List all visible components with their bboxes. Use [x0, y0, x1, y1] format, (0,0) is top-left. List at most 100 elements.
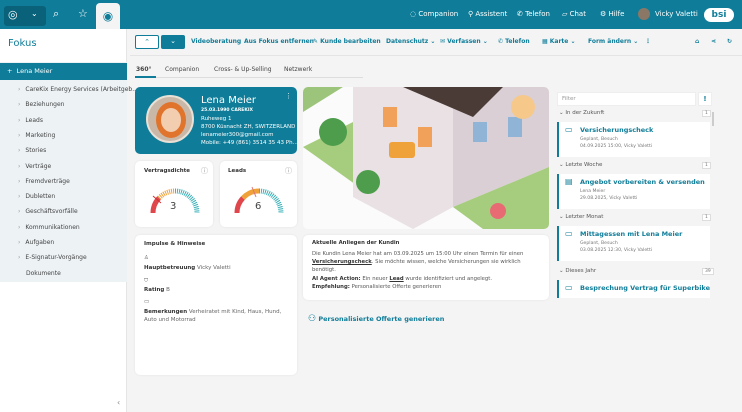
customer-email[interactable]: lenameier300@gmail.com	[201, 132, 274, 138]
sidebar-item[interactable]: › CareKix Energy Services (Arbeitgeb...	[18, 86, 138, 93]
user-name[interactable]: Vicky Valetti	[655, 10, 698, 18]
sidebar-item-label: Leads	[25, 116, 43, 124]
timeline-item-title[interactable]: Mittagessen mit Lena Meier	[580, 230, 683, 238]
info-icon[interactable]: ⓘ	[285, 167, 292, 175]
group-count-badge: 1	[702, 214, 711, 221]
chat-link[interactable]: ▱ Chat	[562, 10, 586, 18]
shield-icon: ⛉	[144, 278, 149, 284]
chevron-right-icon: ›	[18, 254, 21, 262]
tab-360[interactable]: 360°	[136, 66, 152, 73]
timeline-item-title[interactable]: Angebot vorbereiten & versenden	[580, 178, 705, 186]
sidebar-item-dokumente[interactable]: Dokumente	[26, 270, 61, 277]
info-icon[interactable]: ⓘ	[201, 167, 208, 175]
sidebar-item[interactable]: › Leads	[18, 117, 43, 124]
verfassen-dropdown[interactable]: ✉ Verfassen ⌄	[440, 38, 488, 45]
timeline-item[interactable]: ▭ Versicherungscheck Geplant, Besuch 04.0…	[557, 122, 710, 157]
timeline-item[interactable]: ▭ Besprechung Vertrag für Superbike	[557, 280, 710, 298]
collapse-sidebar-icon[interactable]: ‹	[117, 398, 121, 407]
customer-street: Ruheweg 1	[201, 116, 232, 122]
telefon-button[interactable]: ✆ Telefon	[498, 38, 530, 45]
sidebar-item[interactable]: › Marketing	[18, 132, 55, 139]
versicherungscheck-link[interactable]: Versicherungscheck	[312, 259, 372, 265]
previous-button[interactable]: ⌃	[135, 35, 159, 49]
empfehlung-value: Personalisierte Offerte generieren	[351, 284, 442, 290]
karte-label: Karte	[549, 38, 569, 45]
sidebar: Fokus + Lena Meier › CareKix Energy Servi…	[0, 29, 138, 412]
sidebar-item-lena-meier[interactable]: + Lena Meier	[0, 63, 127, 80]
impulse-title: Impulse & Hinweise	[144, 241, 206, 247]
timeline-item-subtitle: Geplant, Besuch	[580, 137, 618, 142]
customer-avatar	[146, 95, 194, 143]
tab-cross-up-selling[interactable]: Cross- & Up-Selling	[214, 66, 272, 73]
sidebar-tree: + Lena Meier › CareKix Energy Services (A…	[0, 62, 138, 282]
datenschutz-dropdown[interactable]: Datenschutz ⌄	[386, 38, 436, 45]
more-icon[interactable]: ⋮	[645, 38, 651, 45]
sidebar-item[interactable]: › Fremdverträge	[18, 178, 70, 185]
hilfe-link[interactable]: ⚙ Hilfe	[600, 10, 625, 18]
offerte-label: Personalisierte Offerte generieren	[318, 315, 445, 323]
hilfe-label: Hilfe	[608, 10, 625, 18]
tab-netzwerk[interactable]: Netzwerk	[284, 66, 313, 73]
filter-input[interactable]: Filter	[557, 92, 696, 106]
sidebar-item[interactable]: › Verträge	[18, 163, 51, 170]
chevron-right-icon: ›	[18, 162, 21, 170]
tab-companion[interactable]: Companion	[165, 66, 200, 73]
sidebar-item-label: CareKix Energy Services (Arbeitgeb...	[25, 86, 138, 93]
scrollbar[interactable]	[712, 112, 714, 126]
tag-icon[interactable]: ⌂	[695, 38, 700, 45]
gauge-title: Vertragsdichte	[144, 168, 191, 174]
ai-text: Ein neuer	[362, 276, 388, 282]
sidebar-item-label: Stories	[25, 147, 47, 155]
next-button[interactable]: ⌄	[161, 35, 185, 49]
timeline-group-header[interactable]: ⌄ In der Zukunft	[559, 110, 605, 116]
timeline-item[interactable]: ▤ Angebot vorbereiten & versenden Lena M…	[557, 174, 710, 209]
kunde-bearbeiten-button[interactable]: ✎ Kunde bearbeiten	[313, 38, 381, 45]
refresh-icon[interactable]: ↻	[727, 38, 733, 45]
timeline-group-header[interactable]: ⌄ Dieses Jahr	[559, 268, 597, 274]
chevron-right-icon: ›	[18, 116, 21, 124]
chat-bubble-icon: ▭	[565, 283, 573, 292]
gauge-value: 3	[170, 201, 177, 212]
form-aendern-dropdown[interactable]: Form ändern ⌄	[588, 38, 639, 45]
assistent-link[interactable]: ⚲ Assistent	[468, 10, 508, 18]
offerte-generieren-link[interactable]: ⚇ Personalisierte Offerte generieren	[308, 314, 444, 324]
sidebar-item[interactable]: › Aufgaben	[18, 239, 54, 246]
search-icon[interactable]: ⌕	[53, 7, 60, 20]
lead-link[interactable]: Lead	[389, 276, 404, 282]
timeline-group-header[interactable]: ⌄ Letzter Monat	[559, 214, 604, 220]
sidebar-item[interactable]: › Geschäftsvorfälle	[18, 208, 78, 215]
companion-link[interactable]: ◌ Companion	[410, 10, 459, 18]
timeline-item-title[interactable]: Besprechung Vertrag für Superbike	[580, 284, 710, 292]
sidebar-item[interactable]: › E-Signatur-Vorgänge	[18, 254, 87, 261]
sidebar-item[interactable]: › Kommunikationen	[18, 224, 80, 231]
timeline-item[interactable]: ▭ Mittagessen mit Lena Meier Geplant, Be…	[557, 226, 710, 261]
user-avatar[interactable]	[638, 8, 650, 20]
betreuung-value: Vicky Valetti	[196, 265, 231, 271]
customer-mobile[interactable]: Mobile: +49 (861) 3514 35 43 Ph...	[201, 140, 298, 146]
app-menu-button[interactable]: ◎ ⌄	[4, 6, 46, 26]
bemerkungen-label: Bemerkungen	[144, 309, 188, 315]
profile-menu-icon[interactable]: ⋮	[285, 92, 292, 100]
sidebar-item-label: Aufgaben	[25, 239, 55, 246]
telefon-link[interactable]: ✆ Telefon	[517, 10, 550, 18]
sidebar-item-label: E-Signatur-Vorgänge	[25, 254, 87, 262]
sidebar-item-label: Beziehungen	[25, 101, 65, 109]
videoberatung-button[interactable]: Videoberatung	[191, 38, 242, 45]
focus-tab-icon[interactable]: ◉	[96, 3, 120, 29]
star-icon[interactable]: ☆	[78, 7, 88, 20]
chat-label: Chat	[569, 10, 586, 18]
timeline-item-title[interactable]: Versicherungscheck	[580, 126, 654, 134]
timeline-group-header[interactable]: ⌄ Letzte Woche	[559, 162, 603, 168]
chat-bubble-icon: ▭	[565, 229, 573, 238]
priority-filter-button[interactable]: !	[698, 92, 712, 106]
tabs-underline	[135, 77, 363, 78]
share-icon[interactable]: ⋖	[711, 38, 717, 45]
sidebar-item[interactable]: › Beziehungen	[18, 101, 64, 108]
sidebar-item[interactable]: › Stories	[18, 147, 46, 154]
chat-bubble-icon: ▭	[565, 125, 573, 134]
karte-dropdown[interactable]: ▦ Karte ⌄	[542, 38, 576, 45]
gauge-vertragsdichte	[150, 188, 200, 214]
sidebar-item[interactable]: › Dubletten	[18, 193, 55, 200]
aus-fokus-entfernen-button[interactable]: Aus Fokus entfernen	[244, 38, 314, 45]
timeline-item-date: 03.08.2025 12:30, Vicky Valetti	[580, 248, 653, 253]
